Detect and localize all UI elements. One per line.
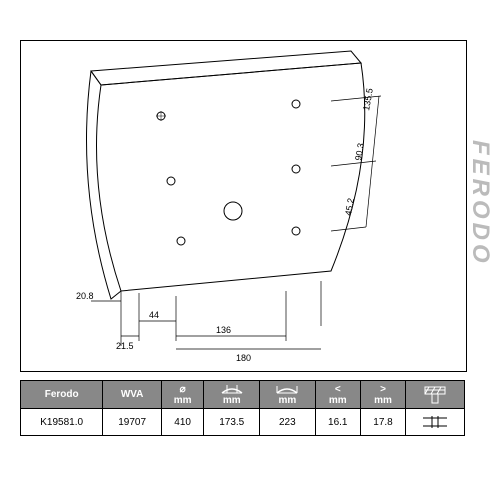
hdr-arc2-icon: mm <box>260 381 316 409</box>
dim-h2: 21.5 <box>116 341 134 351</box>
hdr-gt: >mm <box>360 381 405 409</box>
val-w2: 223 <box>260 409 316 436</box>
dim-h5: 180 <box>236 353 251 363</box>
val-ferodo: K19581.0 <box>21 409 103 436</box>
dim-v1: 135.5 <box>361 87 375 111</box>
val-rivet-icon <box>406 409 465 436</box>
val-wva: 19707 <box>103 409 162 436</box>
dim-h4: 136 <box>216 325 231 335</box>
spec-table: Ferodo WVA ⌀mm mm mm <mm >mm <box>20 380 465 436</box>
hdr-lt: <mm <box>315 381 360 409</box>
val-w1: 173.5 <box>204 409 260 436</box>
dim-h1: 20.8 <box>76 291 94 301</box>
hdr-rivet-icon <box>406 381 465 409</box>
hdr-wva: WVA <box>103 381 162 409</box>
hdr-dia: ⌀mm <box>161 381 204 409</box>
dim-v2: 90.3 <box>353 142 366 161</box>
dim-h3: 44 <box>149 310 159 320</box>
val-dia: 410 <box>161 409 204 436</box>
val-gt: 17.8 <box>360 409 405 436</box>
brand-watermark: FERODO <box>466 140 494 267</box>
dim-v3: 45.2 <box>343 197 356 216</box>
hdr-ferodo: Ferodo <box>21 381 103 409</box>
val-lt: 16.1 <box>315 409 360 436</box>
technical-drawing: 20.8 21.5 44 136 180 135.5 90.3 <box>20 40 467 372</box>
hdr-arc1-icon: mm <box>204 381 260 409</box>
